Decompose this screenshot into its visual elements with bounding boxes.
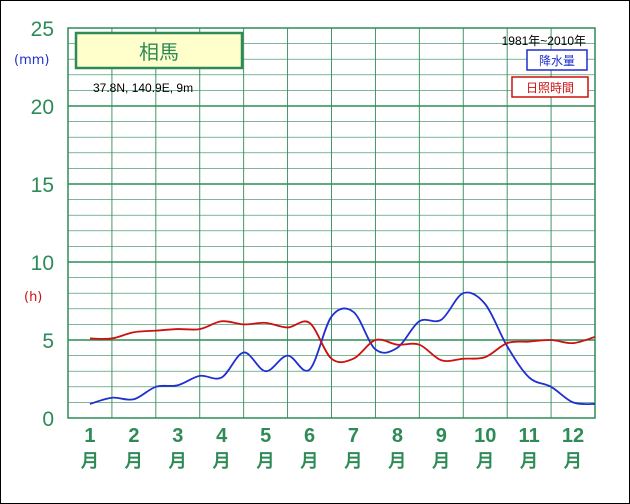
y-tick-label: 25 [31,18,54,41]
month-kanji: 月 [80,451,99,472]
station-name: 相馬 [139,40,179,64]
month-kanji: 月 [256,451,275,472]
month-kanji: 月 [563,451,582,472]
month-number: 7 [348,425,359,447]
y-tick-label: 5 [42,330,54,353]
month-number: 4 [216,425,228,447]
series-group [89,291,596,406]
month-number: 5 [260,425,271,447]
y-tick-label: 20 [31,96,54,119]
month-number: 3 [172,425,183,447]
legend-precip-box [526,49,588,71]
month-kanji: 月 [168,451,187,472]
y-tick-label: 10 [31,252,54,275]
month-number: 1 [84,425,95,447]
station-name-box [74,31,244,70]
station-coords: 37.8N, 140.9E, 9m [93,81,193,95]
month-kanji: 月 [431,451,450,472]
precip-unit-label: (mm) [14,53,49,68]
month-number: 6 [304,425,315,447]
month-number: 12 [562,425,584,447]
grid [67,27,596,419]
month-number: 11 [519,425,540,447]
month-kanji: 月 [124,451,143,472]
precipitation-line [89,291,596,406]
month-number: 10 [474,425,496,447]
legend-sunshine-label: 日照時間 [526,81,574,95]
sunshine-unit-label: (h) [24,290,42,305]
legend-sunshine-box [511,76,589,98]
month-kanji: 月 [519,451,538,472]
month-kanji: 月 [475,451,494,472]
y-axis-ticks: 0 5 10 15 20 25 [31,18,54,431]
month-number: 9 [436,425,447,447]
month-kanji: 月 [387,451,406,472]
month-number: 2 [128,425,139,447]
x-axis-months: 1 月 2 月 3 月 4 月 5 月 6 月 7 月 8 月 9 月 10 月 11 月 12 月 [80,425,584,472]
sunshine-line [89,320,596,364]
legend-precip-label: 降水量 [539,54,575,68]
month-kanji: 月 [212,451,231,472]
y-tick-label: 0 [42,408,54,431]
month-kanji: 月 [300,451,319,472]
month-kanji: 月 [343,451,362,472]
month-number: 8 [392,425,403,447]
period-label: 1981年~2010年 [502,34,586,48]
y-tick-label: 15 [31,174,54,197]
